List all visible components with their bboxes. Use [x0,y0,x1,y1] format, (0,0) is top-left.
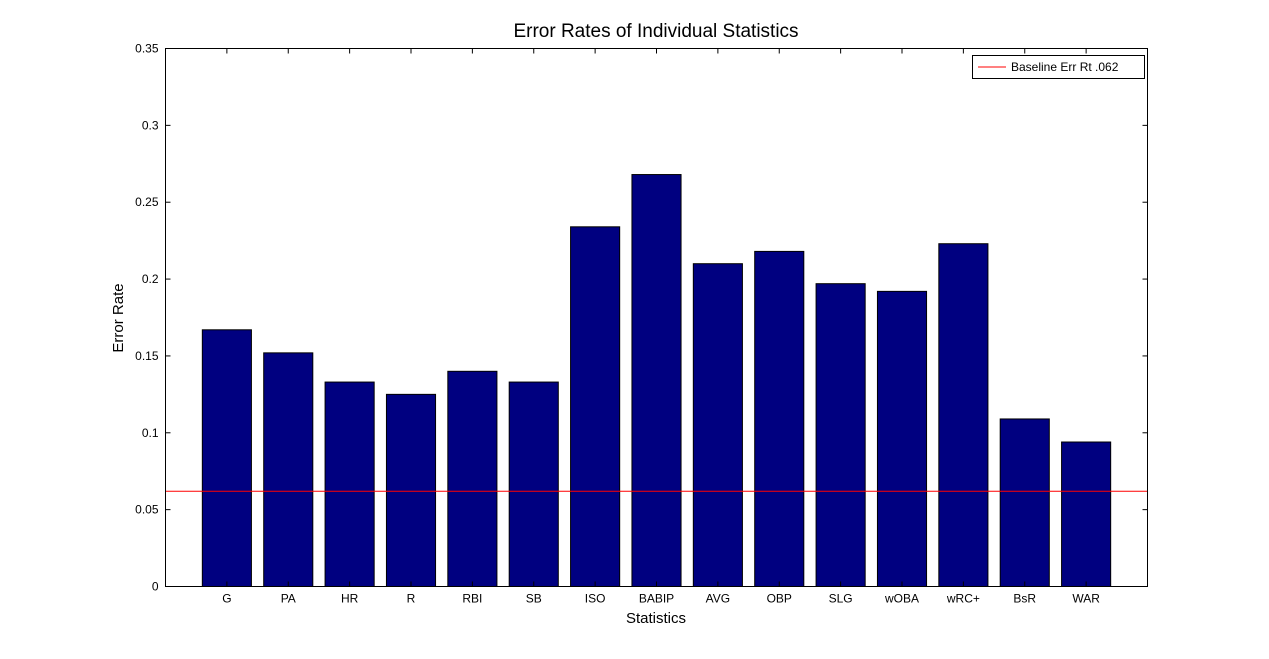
x-tick-label-bsr: BsR [1013,592,1036,606]
x-tick-label-obp: OBP [767,592,792,606]
y-tick-label-7: 0.35 [135,42,159,56]
bar-g [201,329,252,587]
x-tick-label-sb: SB [526,592,542,606]
bar-woba [876,290,928,587]
y-axis: 0 0.05 0.1 0.15 0.2 0.25 0.3 0.35 [135,42,1148,594]
x-tick-label-hr: HR [341,592,359,606]
bar-avg [692,263,743,587]
x-axis-label: Statistics [626,610,686,627]
y-tick-label-2: 0.1 [142,426,159,440]
x-tick-label-r: R [407,592,416,606]
y-tick-label-0: 0 [152,580,159,594]
x-tick-label-avg: AVG [706,592,730,606]
bar-r [385,393,437,587]
bar-babip [631,174,682,587]
bar-slg [815,283,866,587]
chart-title: Error Rates of Individual Statistics [513,21,798,42]
y-tick-label-4: 0.2 [142,272,159,286]
x-tick-label-war: WAR [1072,592,1100,606]
bar-rbi [447,370,498,587]
bar-hr [324,381,375,587]
x-tick-label-babip: BABIP [639,592,674,606]
x-axis: G PA HR R RBI SB ISO BABIP AVG OBP SLG wOBA wRC+ BsR W… [222,48,1100,606]
bar-war [1061,441,1112,587]
legend: Baseline Err Rt .062 [972,55,1145,79]
y-axis-label: Error Rate [110,283,127,352]
x-tick-label-g: G [222,592,231,606]
legend-box [972,55,1145,79]
x-tick-label-wrc: wRC+ [946,592,980,606]
y-tick-label-6: 0.3 [142,118,159,132]
x-tick-label-iso: ISO [585,592,606,606]
y-tick-label-1: 0.05 [135,503,159,517]
x-tick-label-slg: SLG [829,592,853,606]
bar-bsr [999,418,1050,587]
bar-iso [570,226,621,588]
x-tick-label-rbi: RBI [462,592,482,606]
x-tick-label-pa: PA [281,592,296,606]
bars-group [201,174,1112,588]
bar-obp [754,250,805,587]
legend-label-baseline: Baseline Err Rt .062 [1011,60,1119,74]
bar-sb [508,381,559,587]
x-tick-label-woba: wOBA [884,592,919,606]
y-tick-label-3: 0.15 [135,349,159,363]
y-tick-label-5: 0.25 [135,195,159,209]
bar-pa [263,352,314,587]
bar-wrc [938,243,989,588]
